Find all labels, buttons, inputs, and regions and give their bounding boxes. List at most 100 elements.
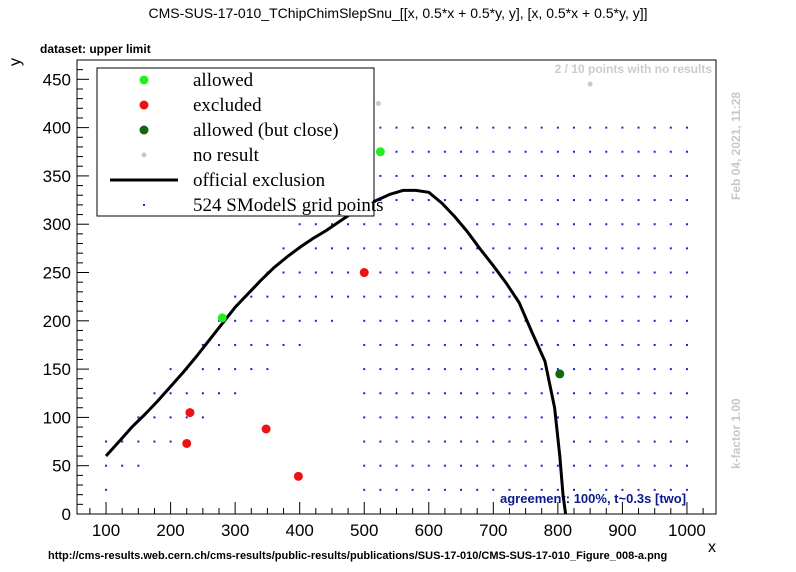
grid-point — [314, 295, 317, 298]
grid-point — [637, 126, 640, 129]
grid-point — [395, 368, 398, 371]
grid-point — [411, 464, 414, 467]
grid-point — [218, 343, 220, 346]
grid-point — [443, 368, 446, 371]
grid-point — [540, 150, 543, 153]
grid-point — [669, 223, 672, 226]
grid-point — [250, 295, 253, 298]
allowed-close-point — [555, 369, 565, 379]
grid-point — [266, 319, 269, 322]
grid-point — [105, 440, 108, 443]
grid-point — [540, 295, 543, 298]
grid-point — [427, 174, 430, 177]
grid-point — [347, 271, 350, 274]
grid-point — [492, 295, 495, 298]
grid-point — [653, 343, 656, 346]
grid-point — [540, 416, 543, 419]
grid-point — [443, 223, 446, 226]
grid-point — [395, 150, 398, 153]
grid-point — [379, 343, 382, 346]
grid-point — [476, 295, 479, 298]
grid-point — [621, 368, 624, 371]
grid-point — [379, 319, 382, 322]
grid-point — [298, 295, 301, 298]
grid-point — [685, 295, 688, 298]
grid-points-layer — [105, 126, 688, 491]
y-axis-title: y — [7, 58, 24, 66]
grid-point — [201, 416, 204, 419]
grid-point — [282, 343, 285, 346]
grid-point — [524, 488, 527, 491]
grid-point — [573, 150, 575, 153]
x-tick-label: 600 — [415, 521, 443, 540]
grid-point — [589, 368, 592, 371]
grid-point — [379, 223, 382, 226]
grid-point — [411, 368, 414, 371]
grid-point — [443, 199, 446, 202]
grid-point — [314, 271, 317, 274]
grid-point — [669, 126, 672, 129]
legend-label: no result — [193, 145, 260, 166]
grid-point — [169, 440, 172, 443]
grid-point — [669, 416, 672, 419]
grid-point — [653, 392, 656, 395]
grid-point — [395, 174, 398, 177]
grid-point — [669, 392, 672, 395]
grid-point — [476, 416, 479, 419]
grid-point — [476, 199, 479, 202]
grid-point — [234, 392, 237, 395]
grid-point — [573, 126, 575, 129]
grid-point — [685, 368, 688, 371]
grid-point — [508, 416, 511, 419]
x-tick-label: 700 — [479, 521, 507, 540]
grid-point — [492, 440, 495, 443]
no-result-point — [587, 81, 593, 87]
grid-point — [621, 247, 624, 250]
grid-point — [427, 319, 430, 322]
grid-point — [411, 247, 414, 250]
grid-point — [605, 440, 608, 443]
legend-marker — [139, 75, 149, 85]
exclusion-curve-layer — [104, 188, 568, 515]
grid-point — [685, 488, 688, 491]
grid-point — [556, 126, 559, 129]
grid-point — [201, 392, 204, 395]
grid-point — [653, 223, 656, 226]
grid-point — [443, 343, 446, 346]
grid-point — [653, 464, 656, 467]
grid-point — [201, 343, 204, 346]
y-tick-label: 0 — [62, 505, 71, 524]
grid-point — [411, 343, 414, 346]
grid-point — [540, 368, 543, 371]
grid-point — [508, 488, 511, 491]
grid-point — [476, 392, 479, 395]
grid-point — [637, 150, 640, 153]
grid-point — [443, 174, 446, 177]
grid-point — [411, 150, 414, 153]
excluded-point — [293, 471, 303, 481]
x-axis-title: x — [708, 539, 716, 556]
grid-point — [250, 319, 253, 322]
grid-point — [266, 343, 269, 346]
grid-point — [573, 464, 575, 467]
grid-point — [508, 223, 511, 226]
grid-point — [621, 488, 624, 491]
excluded-point — [182, 438, 192, 448]
grid-point — [540, 247, 543, 250]
legend-label: allowed (but close) — [193, 120, 339, 141]
grid-point — [685, 174, 688, 177]
legend-label: 524 SModelS grid points — [193, 195, 384, 216]
y-tick-label: 200 — [43, 312, 71, 331]
grid-point — [573, 199, 575, 202]
grid-point — [411, 199, 414, 202]
grid-point — [524, 150, 527, 153]
grid-point — [476, 174, 479, 177]
grid-point — [185, 416, 188, 419]
grid-point — [637, 247, 640, 250]
grid-point — [411, 440, 414, 443]
grid-point — [653, 271, 656, 274]
grid-point — [460, 440, 463, 443]
grid-point — [250, 343, 253, 346]
grid-point — [637, 416, 640, 419]
grid-point — [492, 392, 495, 395]
